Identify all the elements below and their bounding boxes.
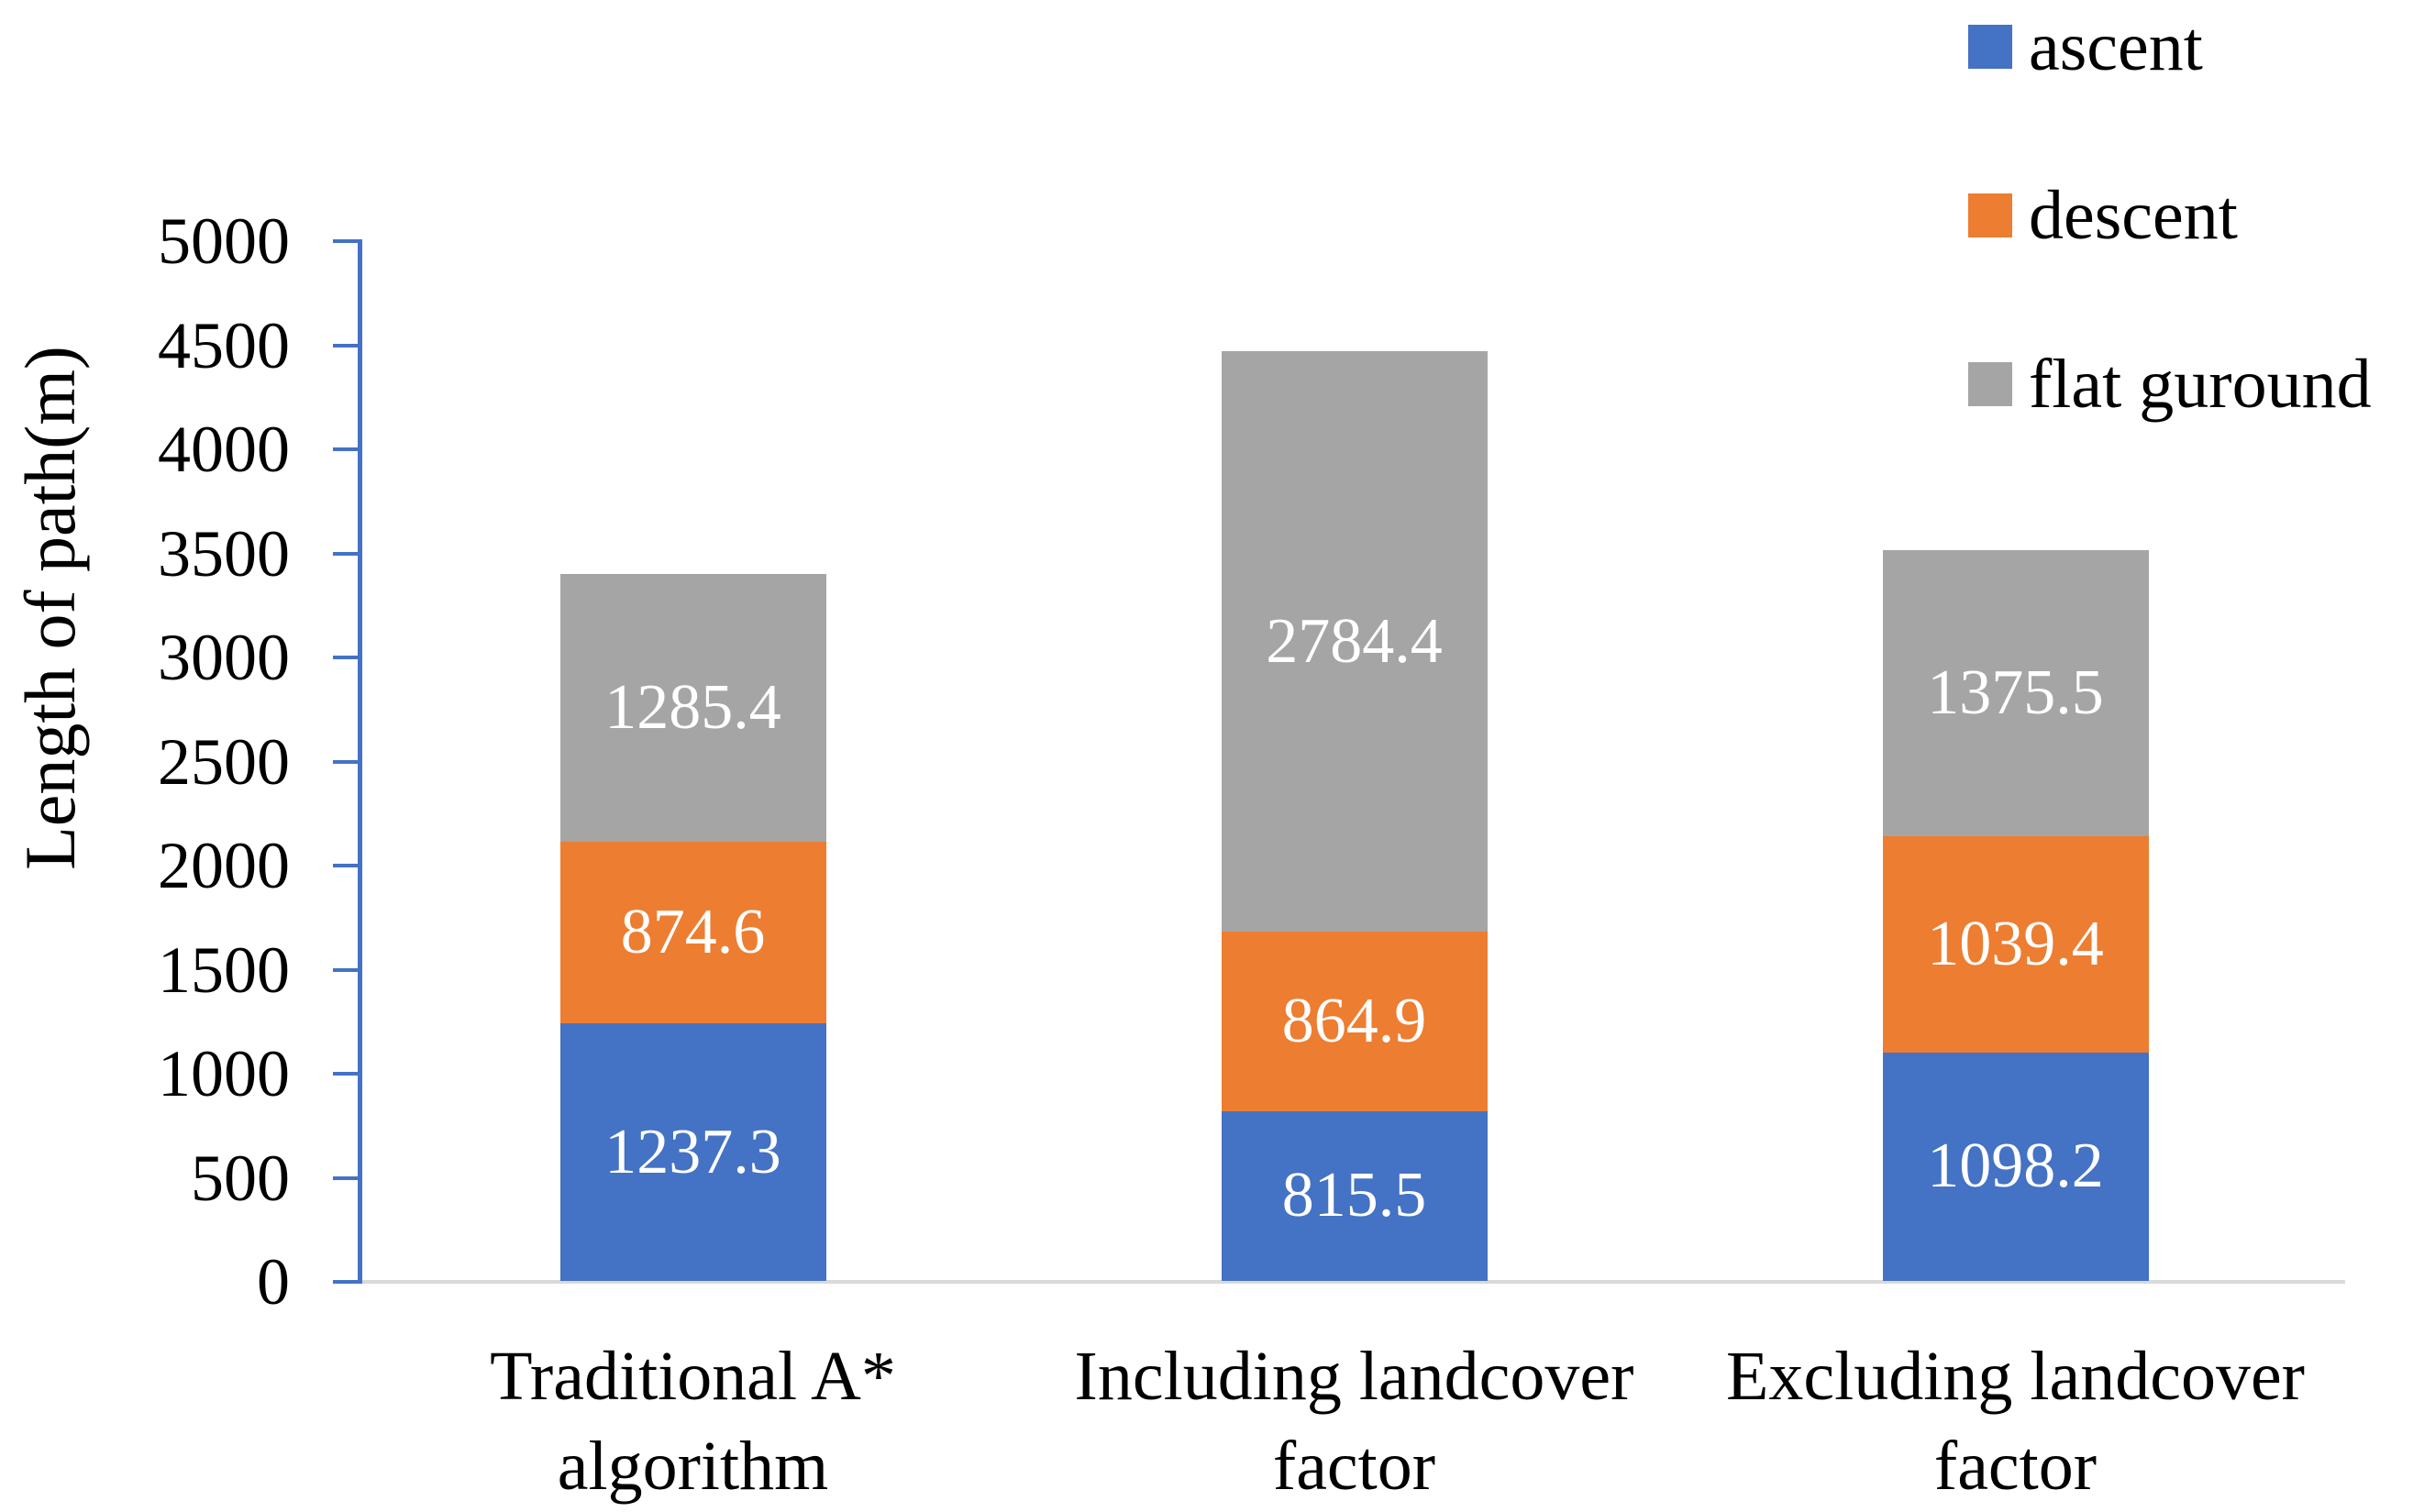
bar-value-label: 815.5 (1281, 1160, 1427, 1231)
legend-swatch (1968, 193, 2012, 237)
y-tick-label: 4000 (158, 413, 290, 486)
y-tick-mark (333, 551, 362, 556)
x-category-label-line: algorithm (557, 1428, 829, 1505)
bar-segment-flat-guround: 1285.4 (559, 573, 826, 842)
bar-value-label: 1039.4 (1927, 908, 2104, 979)
bar-value-label: 1285.4 (604, 671, 781, 743)
y-tick-mark (333, 656, 362, 659)
bar-segment-flat-guround: 2784.4 (1221, 351, 1488, 932)
bar-segment-descent: 1039.4 (1882, 835, 2149, 1053)
bar-segment-descent: 874.6 (559, 841, 826, 1024)
legend-item-descent: descent (1968, 178, 2238, 253)
x-category-label-line: Including landcover (1074, 1338, 1634, 1415)
y-tick-mark (333, 1175, 362, 1180)
y-tick-label: 500 (191, 1141, 290, 1215)
bar-segment-ascent: 1098.2 (1882, 1052, 2149, 1281)
legend-item-ascent: ascent (1968, 9, 2203, 84)
bar-value-label: 2784.4 (1266, 605, 1443, 677)
y-tick-label: 5000 (158, 204, 290, 278)
y-tick-mark (333, 447, 362, 451)
legend-label: flat guround (2029, 346, 2372, 423)
bar-segment-ascent: 815.5 (1221, 1110, 1488, 1281)
bar-value-label: 874.6 (620, 896, 766, 967)
x-category-label-line: factor (1272, 1428, 1436, 1505)
y-tick-mark (333, 759, 362, 764)
legend-swatch (1968, 362, 2012, 406)
y-tick-label: 1500 (158, 933, 290, 1007)
legend-swatch (1968, 25, 2012, 69)
x-category-label-line: Traditional A* (490, 1338, 896, 1415)
y-tick-mark (333, 1072, 362, 1076)
y-tick-mark (333, 343, 362, 348)
y-tick-label: 3000 (158, 621, 290, 694)
y-tick-label: 3500 (158, 516, 290, 590)
bar-value-label: 864.9 (1281, 985, 1427, 1056)
y-tick-mark (333, 967, 362, 972)
y-tick-label: 2000 (158, 829, 290, 902)
bar-value-label: 1098.2 (1927, 1131, 2104, 1202)
y-tick-label: 1000 (158, 1037, 290, 1110)
bar-segment-flat-guround: 1375.5 (1882, 549, 2149, 836)
legend-label: ascent (2029, 8, 2203, 85)
bar-segment-ascent: 1237.3 (559, 1023, 826, 1281)
y-tick-mark (333, 1280, 362, 1284)
y-tick-label: 2500 (158, 724, 290, 799)
bar-value-label: 1375.5 (1927, 657, 2104, 728)
y-tick-mark (333, 239, 362, 243)
y-tick-mark (333, 864, 362, 867)
x-category-label-line: factor (1933, 1428, 2098, 1505)
bar-value-label: 1237.3 (604, 1116, 781, 1187)
x-category-label: Including landcover factor (1024, 1331, 1685, 1511)
legend-label: descent (2029, 177, 2238, 254)
x-axis-line (333, 1280, 2345, 1284)
y-tick-label: 4500 (158, 308, 290, 382)
bar-segment-descent: 864.9 (1221, 931, 1488, 1111)
x-category-label: Traditional A* algorithm (362, 1331, 1024, 1511)
legend-item-flat-guround: flat guround (1968, 347, 2372, 422)
x-category-label-line: Excluding landcover (1725, 1338, 2305, 1415)
y-tick-label: 0 (257, 1245, 290, 1319)
x-category-label: Excluding landcover factor (1685, 1331, 2346, 1511)
